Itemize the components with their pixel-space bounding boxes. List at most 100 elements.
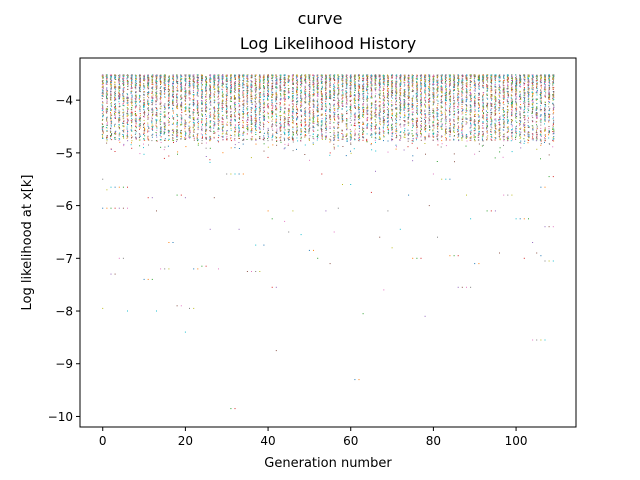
data-point: [300, 128, 302, 129]
data-point: [238, 97, 240, 99]
data-point: [263, 150, 265, 152]
data-point: [279, 74, 281, 76]
data-point: [114, 133, 116, 135]
data-point: [234, 75, 236, 77]
data-point: [272, 144, 274, 146]
data-point: [123, 129, 125, 131]
data-point: [255, 129, 257, 131]
data-point: [147, 82, 149, 84]
data-point: [297, 140, 299, 142]
data-point: [177, 108, 179, 110]
data-point: [135, 88, 137, 90]
data-point: [279, 126, 281, 128]
data-point: [305, 95, 306, 97]
data-point: [246, 120, 248, 122]
data-point: [209, 98, 211, 100]
data-point: [243, 93, 245, 95]
data-point: [102, 104, 104, 106]
data-point: [234, 92, 236, 94]
data-point: [114, 75, 116, 77]
data-point: [127, 99, 129, 101]
data-point: [221, 128, 223, 130]
data-point: [147, 103, 149, 105]
data-point: [255, 93, 257, 95]
data-point: [151, 118, 153, 120]
data-point: [118, 95, 120, 97]
data-point: [239, 109, 241, 111]
data-point: [143, 83, 145, 85]
data-point: [292, 110, 294, 112]
data-point: [126, 74, 128, 76]
data-point: [258, 78, 260, 80]
data-point: [271, 84, 273, 86]
data-point: [263, 79, 264, 81]
data-point: [160, 132, 162, 134]
data-point: [251, 120, 252, 122]
data-point: [234, 147, 236, 149]
data-point: [159, 120, 161, 122]
data-point: [180, 106, 182, 108]
data-point: [167, 79, 169, 81]
data-point: [168, 97, 170, 99]
data-point: [222, 130, 224, 132]
data-point: [155, 93, 157, 95]
data-point: [230, 105, 231, 107]
data-point: [205, 99, 207, 101]
data-point: [151, 83, 153, 85]
data-point: [304, 122, 306, 124]
data-point: [176, 96, 178, 98]
data-point: [201, 101, 203, 103]
data-point: [272, 133, 274, 135]
data-point: [172, 140, 174, 142]
data-point: [238, 134, 240, 136]
data-point: [255, 98, 256, 100]
data-point: [156, 127, 158, 129]
data-point: [168, 100, 170, 102]
data-point: [259, 86, 261, 88]
data-point: [221, 101, 223, 103]
data-point: [184, 124, 186, 126]
data-point: [221, 88, 223, 90]
data-point: [284, 107, 286, 109]
data-point: [222, 152, 224, 154]
data-point: [213, 125, 215, 127]
data-point: [192, 100, 194, 102]
data-point: [130, 78, 132, 80]
data-point: [262, 122, 264, 124]
data-point: [304, 101, 306, 102]
data-point: [176, 135, 177, 137]
data-point: [160, 128, 162, 130]
data-point: [206, 125, 207, 127]
data-point: [118, 114, 120, 116]
data-point: [106, 98, 108, 100]
data-point: [263, 104, 265, 106]
data-point: [168, 94, 170, 96]
data-point: [167, 113, 169, 115]
data-point: [127, 85, 129, 87]
data-point: [214, 79, 216, 80]
data-point: [180, 131, 182, 133]
data-point: [300, 75, 302, 77]
data-point: [218, 90, 220, 92]
data-point: [110, 96, 112, 98]
data-point: [226, 83, 228, 85]
data-point: [144, 76, 145, 78]
data-point: [275, 76, 277, 78]
data-point: [176, 82, 178, 84]
data-point: [101, 123, 103, 125]
data-point: [189, 84, 191, 86]
data-point: [300, 123, 302, 125]
data-point: [205, 119, 207, 121]
data-point: [264, 110, 265, 112]
data-point: [122, 91, 124, 93]
data-point: [205, 109, 207, 111]
data-point: [297, 116, 299, 118]
data-point: [242, 133, 244, 135]
data-point: [271, 103, 273, 105]
data-point: [134, 134, 136, 135]
data-point: [275, 92, 277, 94]
data-point: [147, 124, 149, 126]
data-point: [275, 74, 277, 76]
data-point: [155, 91, 157, 93]
data-point: [296, 74, 298, 76]
